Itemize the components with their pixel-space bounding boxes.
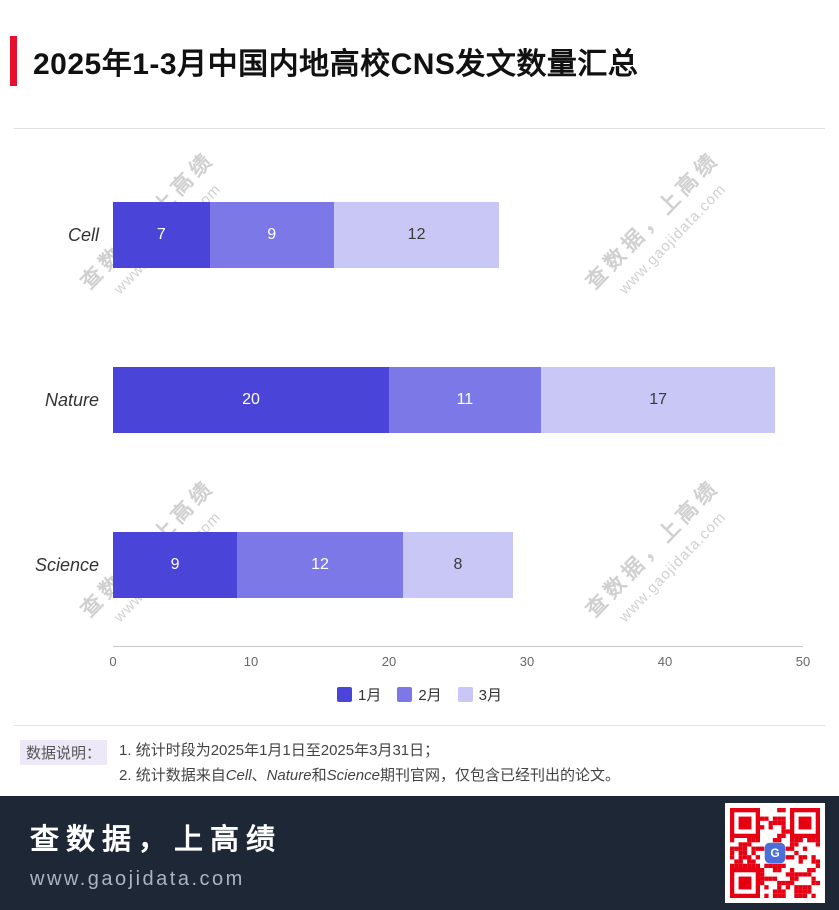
divider-bottom (14, 725, 825, 726)
data-notes: 数据说明： 1. 统计时段为2025年1月1日至2025年3月31日； 2. 统… (0, 726, 839, 787)
category-label: Cell (67, 224, 99, 245)
bar-segment: 11 (389, 367, 541, 433)
category-label: Science (34, 554, 99, 575)
legend-label: 3月 (478, 687, 503, 704)
bar-segment: 8 (402, 532, 514, 598)
title-block: 2025年1-3月中国内地高校CNS发文数量汇总 (0, 0, 839, 86)
bar-segment: 7 (113, 202, 210, 268)
x-axis: 0 10 20 30 40 50 (109, 646, 810, 672)
note-line-2: 2. 统计数据来自Cell、Nature和Science期刊官网，仅包含已经刊出… (119, 767, 620, 784)
notes-label: 数据说明： (20, 740, 108, 765)
bar-segment: 9 (209, 202, 334, 268)
bar-segment: 12 (237, 532, 403, 598)
bar-row: Nature 20 11 17 (0, 367, 839, 433)
bar-row: Science 9 12 8 (0, 532, 839, 598)
x-tick-label: 50 (795, 654, 811, 669)
page-title: 2025年1-3月中国内地高校CNS发文数量汇总 (33, 48, 639, 81)
legend-label: 1月 (357, 687, 382, 704)
footer-brand: 查数据，上高绩 (30, 823, 283, 856)
category-label: Nature (44, 389, 99, 410)
bar-track: 20 11 17 (113, 367, 776, 433)
bar-segment: 9 (113, 532, 238, 598)
x-tick-label: 10 (243, 654, 259, 669)
notes-lines: 1. 统计时段为2025年1月1日至2025年3月31日； 2. 统计数据来自C… (119, 740, 620, 787)
bar-segment: 12 (333, 202, 500, 268)
qr-code: G (725, 803, 825, 903)
bar-segment: 17 (540, 367, 776, 433)
x-tick-label: 20 (381, 654, 397, 669)
divider-top (14, 128, 825, 129)
note-line-1: 1. 统计时段为2025年1月1日至2025年3月31日； (119, 742, 440, 759)
x-tick-label: 40 (657, 654, 673, 669)
stacked-bar-chart: 查数据，上高绩 www.gaojidata.com 查数据，上高绩 www.ga… (0, 147, 839, 711)
x-tick-label: 0 (109, 654, 117, 669)
legend-swatch (457, 687, 473, 702)
bar-row: Cell 7 9 12 (0, 202, 839, 268)
footer-brand-block: 查数据，上高绩 www.gaojidata.com (30, 816, 282, 891)
title-accent-bar (10, 36, 17, 86)
bar-track: 7 9 12 (113, 202, 500, 268)
x-tick-label: 30 (519, 654, 535, 669)
bar-rows: Cell 7 9 12 Nature 20 11 17 Science 9 12 8 (0, 151, 839, 598)
chart-legend: 1月 2月 3月 (0, 684, 839, 705)
legend-label: 2月 (418, 687, 442, 704)
legend-swatch (397, 687, 413, 702)
qr-code-image: G (730, 808, 820, 898)
svg-text:G: G (770, 846, 779, 860)
footer-bar: 查数据，上高绩 www.gaojidata.com G (0, 796, 839, 910)
footer-url: www.gaojidata.com (30, 867, 245, 890)
legend-swatch (336, 687, 352, 702)
legend-item: 1月 (336, 684, 382, 705)
legend-item: 3月 (457, 684, 503, 705)
bar-segment: 20 (113, 367, 389, 433)
bar-track: 9 12 8 (113, 532, 514, 598)
legend-item: 2月 (397, 684, 442, 705)
